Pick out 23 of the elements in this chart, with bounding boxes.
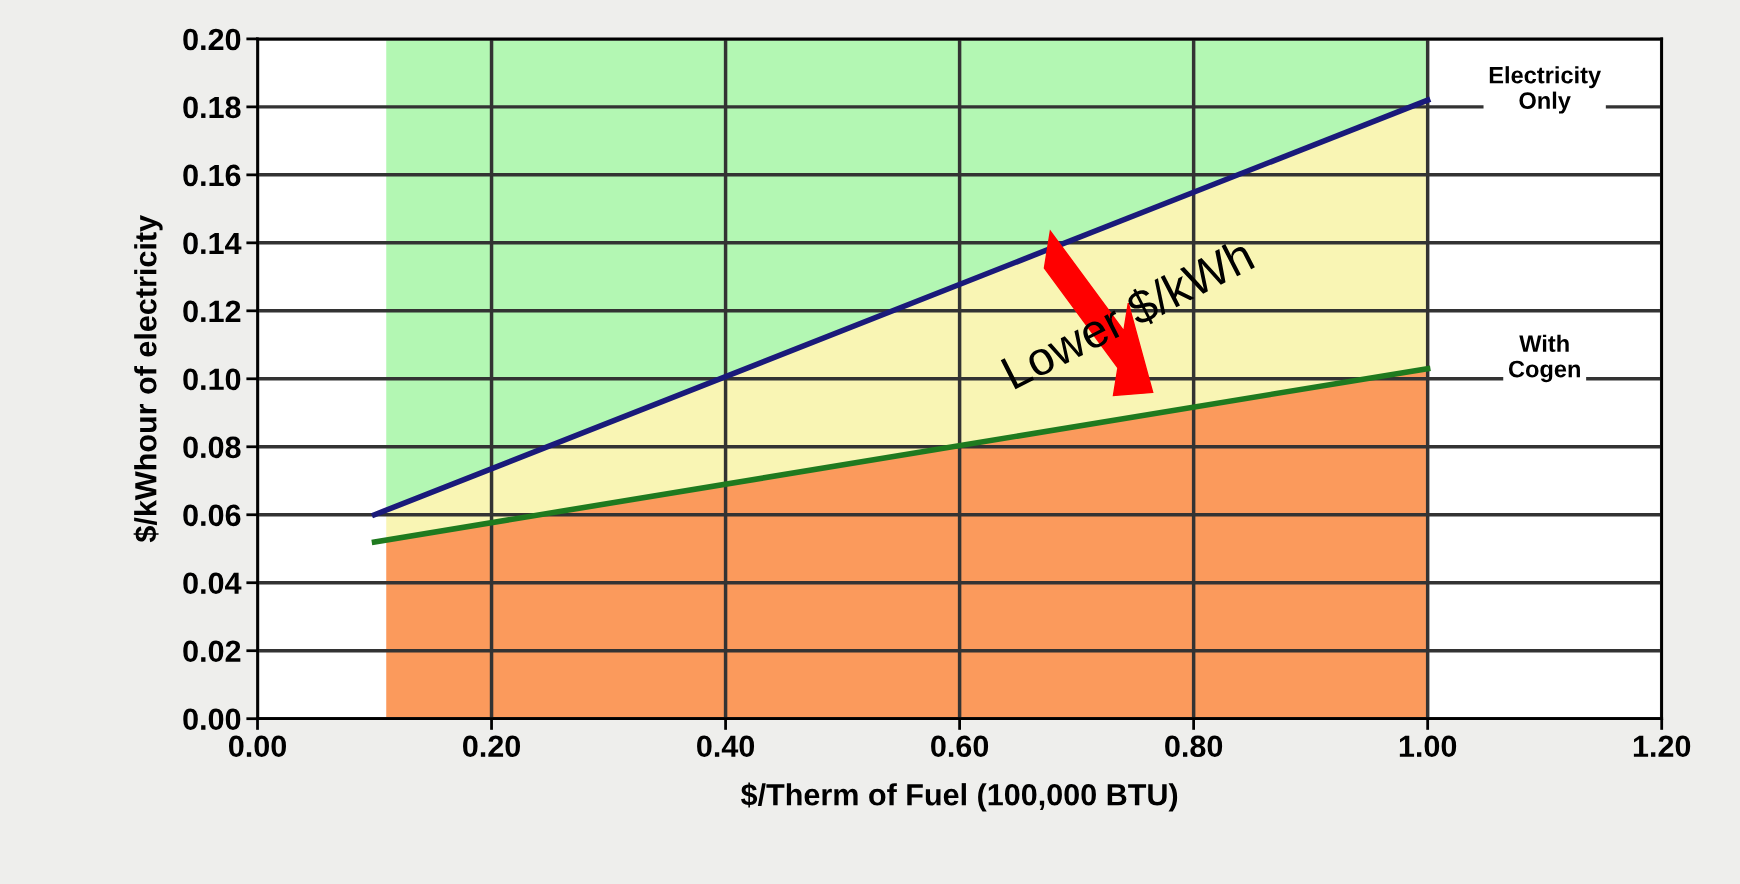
y-tick-label: 0.18: [183, 96, 241, 119]
x-tick-label: 0.40: [697, 735, 755, 758]
y-tick-label: 0.12: [183, 300, 241, 323]
y-tick-label: 0.08: [183, 436, 241, 459]
y-tick-label: 0.16: [183, 164, 241, 187]
y-tick-label: 0.02: [183, 640, 241, 663]
x-tick-label: 0.80: [1165, 735, 1223, 758]
y-tick-label: 0.20: [183, 28, 241, 51]
x-axis-title: $/Therm of Fuel (100,000 BTU): [740, 782, 1178, 812]
x-tick-label: 1.20: [1633, 735, 1691, 758]
x-tick-label: 0.20: [463, 735, 521, 758]
x-tick-label: 0.60: [931, 735, 989, 758]
x-tick-label: 1.00: [1399, 735, 1457, 758]
y-tick-label: 0.10: [183, 368, 241, 391]
annotation: With Cogen: [1508, 334, 1580, 383]
annotation: Lower $/kWh: [999, 236, 1257, 393]
annotation: Electricity Only: [1489, 66, 1601, 114]
y-tick-label: 0.14: [183, 232, 242, 255]
y-axis-title: $/kWhour of electricity: [133, 215, 163, 543]
x-tick-label: 0.00: [229, 735, 287, 758]
y-tick-label: 0.06: [183, 504, 241, 527]
y-tick-label: 0.04: [183, 572, 242, 595]
y-tick-label: 0.00: [183, 708, 241, 731]
